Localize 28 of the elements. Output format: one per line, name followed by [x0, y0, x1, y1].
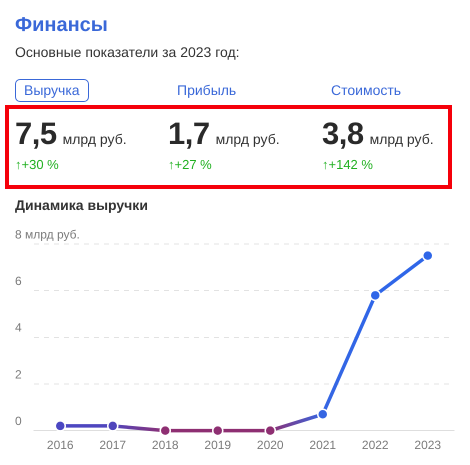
- text: ↑+27 %: [168, 157, 212, 173]
- x-tick-label: 2022: [362, 438, 389, 452]
- y-tick-label: 6: [15, 274, 22, 288]
- text: 1,7: [168, 116, 210, 151]
- x-tick-label: 2019: [204, 438, 232, 452]
- x-tick-label: 2021: [309, 438, 336, 452]
- y-tick-label: 8 млрд руб.: [15, 227, 80, 242]
- x-tick-label: 2020: [256, 438, 284, 452]
- text: ↑+30 %: [15, 157, 59, 173]
- x-tick-label: 2017: [99, 438, 126, 452]
- text: 7,5: [15, 116, 57, 151]
- text: Основные показатели за 2023 год:: [15, 43, 240, 61]
- tab[interactable]: Прибыль: [168, 79, 246, 102]
- chart-title: Динамика выручки: [15, 197, 148, 214]
- x-tick-label: 2023: [414, 438, 442, 452]
- selected-tab[interactable]: Выручка: [15, 79, 89, 102]
- x-tick-label: 2016: [46, 438, 74, 452]
- text: млрд руб.: [62, 131, 127, 147]
- y-tick-label: 0: [15, 414, 22, 428]
- text: 3,8: [322, 116, 364, 151]
- text: ↑+142 %: [322, 157, 373, 173]
- tab[interactable]: Стоимость: [322, 79, 410, 102]
- y-tick-label: 2: [15, 367, 22, 382]
- text: млрд руб.: [370, 131, 434, 147]
- y-tick-label: 4: [15, 320, 22, 335]
- text: млрд руб.: [216, 131, 280, 147]
- text: Финансы: [15, 13, 108, 37]
- x-tick-label: 2018: [152, 438, 179, 452]
